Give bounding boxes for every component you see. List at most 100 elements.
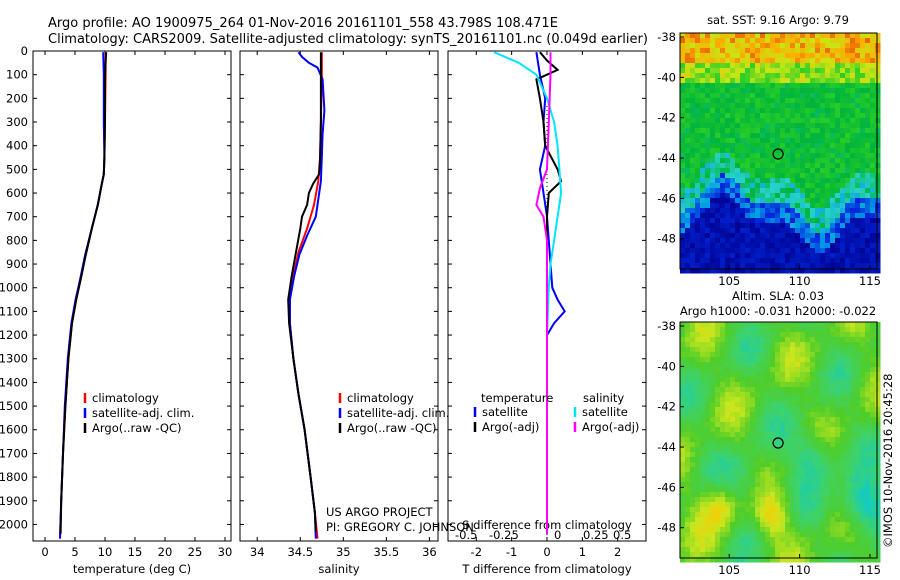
map-cell [780, 427, 786, 433]
map-cell [800, 113, 806, 119]
map-cell [770, 382, 776, 388]
map-cell [860, 522, 866, 528]
map-cell [830, 532, 836, 538]
map-cell [850, 53, 856, 59]
map-cell [780, 447, 786, 453]
map-cell [685, 83, 691, 89]
map-cell [710, 522, 716, 528]
map-cell [815, 472, 821, 478]
map-cell [790, 143, 796, 149]
map-cell [830, 48, 836, 54]
map-cell [695, 472, 701, 478]
map-cell [765, 522, 771, 528]
map-cell [700, 472, 706, 478]
map-cell [790, 462, 796, 468]
map-cell [825, 188, 831, 194]
map-cell [700, 397, 706, 403]
map-cell [820, 193, 826, 199]
map-cell [790, 537, 796, 543]
map-cell [840, 243, 846, 249]
map-cell [870, 243, 876, 249]
map-cell [800, 138, 806, 144]
map-cell [720, 377, 726, 383]
map-cell [830, 327, 836, 333]
map-cell [705, 432, 711, 438]
map-cell [715, 118, 721, 124]
map-cell [710, 332, 716, 338]
map-cell [805, 357, 811, 363]
map-cell [690, 547, 696, 553]
map-cell [865, 417, 871, 423]
map-cell [870, 547, 876, 553]
map-cell [805, 43, 811, 49]
map-cell [835, 58, 841, 64]
map-cell [770, 507, 776, 513]
map-cell [750, 258, 756, 264]
map-cell [840, 512, 846, 518]
map-cell [785, 487, 791, 493]
map-cell [730, 342, 736, 348]
map-cell [710, 337, 716, 343]
map-cell [790, 93, 796, 99]
map-cell [815, 228, 821, 234]
map-cell [865, 437, 871, 443]
map-cell [760, 73, 766, 79]
map-cell [725, 163, 731, 169]
map-cell [730, 462, 736, 468]
map-cell [695, 327, 701, 333]
map-cell [805, 487, 811, 493]
map-cell [835, 93, 841, 99]
map-cell [870, 402, 876, 408]
s-tick-label: 0.25 [583, 528, 609, 542]
map-cell [805, 193, 811, 199]
map-cell [710, 512, 716, 518]
map-cell [700, 258, 706, 264]
map-cell [875, 83, 881, 89]
map-cell [835, 153, 841, 159]
map-cell [720, 113, 726, 119]
map-cell [725, 397, 731, 403]
map-cell [750, 327, 756, 333]
map-cell [685, 163, 691, 169]
map-cell [735, 387, 741, 393]
map-cell [705, 263, 711, 269]
map-cell [680, 542, 686, 548]
map-cell [755, 547, 761, 553]
map-cell [710, 138, 716, 144]
map-cell [870, 447, 876, 453]
map-cell [720, 547, 726, 553]
map-cell [750, 163, 756, 169]
map-cell [705, 48, 711, 54]
map-cell [695, 183, 701, 189]
map-cell [705, 487, 711, 493]
map-cell [705, 43, 711, 49]
map-cell [800, 382, 806, 388]
map-cell [845, 547, 851, 553]
map-cell [685, 123, 691, 129]
map-cell [700, 352, 706, 358]
map-cell [840, 522, 846, 528]
map-cell [695, 108, 701, 114]
map-cell [745, 542, 751, 548]
map-cell [805, 327, 811, 333]
map-cell [800, 263, 806, 269]
map-cell [825, 43, 831, 49]
map-cell [785, 103, 791, 109]
map-cell [680, 198, 686, 204]
map-cell [760, 148, 766, 154]
map-cell [685, 432, 691, 438]
map-cell [720, 143, 726, 149]
map-cell [805, 512, 811, 518]
map-cell [725, 387, 731, 393]
map-cell [840, 437, 846, 443]
map-cell [775, 332, 781, 338]
map-cell [680, 158, 686, 164]
map-cell [800, 472, 806, 478]
map-cell [760, 233, 766, 239]
map-cell [740, 233, 746, 239]
map-cell [810, 377, 816, 383]
map-cell [750, 417, 756, 423]
map-cell [705, 552, 711, 558]
map-cell [680, 248, 686, 254]
map-cell [735, 487, 741, 493]
